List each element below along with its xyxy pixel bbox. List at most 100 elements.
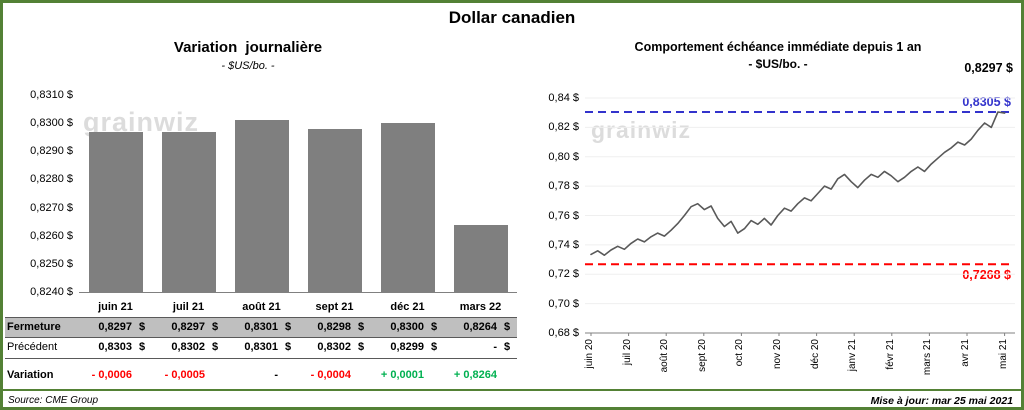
cell-value: - 0,0006: [91, 369, 132, 381]
bar-chart-subtitle: - $US/bo. -: [221, 60, 275, 72]
x-axis-label: mai 21: [997, 339, 1009, 370]
cell-currency: $: [503, 321, 511, 333]
y-axis-label: 0,8290 $: [30, 145, 73, 158]
bar: [234, 120, 289, 292]
cell-value: 0,8302: [317, 341, 351, 353]
line-chart-subtitle: - $US/bo. -: [748, 57, 808, 71]
source-label: Source: CME Group: [8, 395, 99, 406]
cell-value: -: [493, 341, 497, 353]
row-label: Fermeture: [7, 321, 61, 333]
bar: [307, 128, 362, 292]
table-cell: 0,8299 $: [371, 338, 444, 358]
table-cell: + 0,0001: [371, 366, 444, 387]
price-line: [590, 111, 1006, 256]
table-cell: 0,8300 $: [371, 318, 444, 337]
bar-column: [298, 95, 371, 292]
cell-value: 0,8303: [98, 341, 132, 353]
y-axis-label: 0,70 $: [548, 297, 579, 310]
bar-chart-x-axis-line: [79, 292, 517, 293]
table-cell: 0,8302 $: [152, 338, 225, 358]
cell-currency: $: [284, 341, 292, 353]
table-cell: 0,8297 $: [79, 318, 152, 337]
cell-value: 0,8297: [171, 321, 205, 333]
x-axis-label: mars 21: [922, 339, 934, 376]
row-label: Variation: [7, 369, 54, 381]
table-cell: 0,8301 $: [225, 338, 298, 358]
x-axis-label: avr 21: [960, 339, 971, 367]
y-axis-label: 0,80 $: [548, 150, 579, 163]
line-chart-svg: [585, 97, 1015, 336]
x-axis-label: août 20: [659, 339, 671, 373]
table-cell: - 0,0006: [79, 366, 152, 387]
bar-chart-plot: [79, 95, 517, 292]
y-axis-label: 0,8300 $: [30, 117, 73, 130]
bar: [161, 131, 216, 292]
bar-column: [79, 95, 152, 292]
y-axis-label: 0,76 $: [548, 209, 579, 222]
table-header-row: juin 21 juil 21 août 21 sept 21 déc 21 mars 2…: [5, 297, 517, 317]
cell-currency: $: [211, 321, 219, 333]
cell-value: 0,8297: [98, 321, 132, 333]
cell-value: - 0,0005: [164, 369, 205, 381]
x-axis-label: juil 20: [621, 339, 633, 366]
cell-currency: [351, 366, 371, 387]
cell-currency: $: [430, 321, 438, 333]
cell-value: + 0,8264: [453, 369, 497, 381]
cell-value: 0,8300: [390, 321, 424, 333]
low-line-label: 0,7268 $: [962, 268, 1011, 282]
x-axis-label: sept 20: [696, 339, 708, 372]
bar: [88, 131, 143, 292]
x-axis-label: nov 20: [772, 339, 783, 370]
cell-currency: $: [284, 321, 292, 333]
y-axis-label: 0,8260 $: [30, 229, 73, 242]
cell-value: 0,8301: [244, 321, 278, 333]
y-axis-label: 0,8310 $: [30, 89, 73, 101]
column-header: sept 21: [315, 301, 354, 313]
table-row-variation: Variation - 0,0006 - 0,0005 - - 0,0004 + 0,00…: [5, 366, 517, 387]
table-cell: 0,8302 $: [298, 338, 371, 358]
bar-column: [444, 95, 517, 292]
last-price-label: 0,8297 $: [964, 61, 1013, 75]
cell-currency: $: [357, 341, 365, 353]
table-cell: 0,8297 $: [152, 318, 225, 337]
y-axis-label: 0,78 $: [548, 180, 579, 193]
x-axis-label: oct 20: [734, 339, 746, 367]
column-header: déc 21: [390, 301, 425, 313]
bar-column: [225, 95, 298, 292]
y-axis-label: 0,74 $: [548, 238, 579, 251]
cell-currency: $: [503, 341, 511, 353]
table-cell: + 0,8264: [444, 366, 517, 387]
table-cell: -: [225, 366, 298, 387]
cell-value: 0,8298: [317, 321, 351, 333]
table-row-précédent: Précédent 0,8303 $0,8302 $0,8301 $0,8302 $0,8…: [5, 338, 517, 359]
column-header: mars 22: [459, 301, 502, 313]
column-header: août 21: [242, 301, 281, 313]
table-cell: 0,8303 $: [79, 338, 152, 358]
bar: [380, 123, 435, 292]
bar-column: [371, 95, 444, 292]
table-cell: - 0,0005: [152, 366, 225, 387]
y-axis-label: 0,84 $: [548, 92, 579, 104]
x-axis-label: janv 21: [847, 339, 859, 372]
x-axis-label: févr 21: [884, 339, 896, 370]
cell-value: 0,8299: [390, 341, 424, 353]
cell-currency: $: [138, 321, 146, 333]
bar-column: [152, 95, 225, 292]
y-axis-label: 0,8270 $: [30, 201, 73, 214]
cell-value: -: [274, 369, 278, 381]
cell-value: + 0,0001: [380, 369, 424, 381]
cell-currency: [278, 366, 298, 387]
table-cell: 0,8298 $: [298, 318, 371, 337]
column-header: juil 21: [172, 301, 205, 313]
cell-currency: $: [211, 341, 219, 353]
table-corner-cell: [5, 297, 79, 317]
y-axis-label: 0,8240 $: [30, 286, 73, 298]
x-axis-label: juin 20: [584, 339, 595, 369]
cell-value: 0,8301: [244, 341, 278, 353]
price-table: juin 21 juil 21 août 21 sept 21 déc 21 mars 2…: [5, 297, 517, 387]
y-axis-label: 0,72 $: [548, 268, 579, 281]
cell-currency: $: [430, 341, 438, 353]
page-title: Dollar canadien: [448, 8, 576, 27]
table-cell: 0,8264 $: [444, 318, 517, 337]
